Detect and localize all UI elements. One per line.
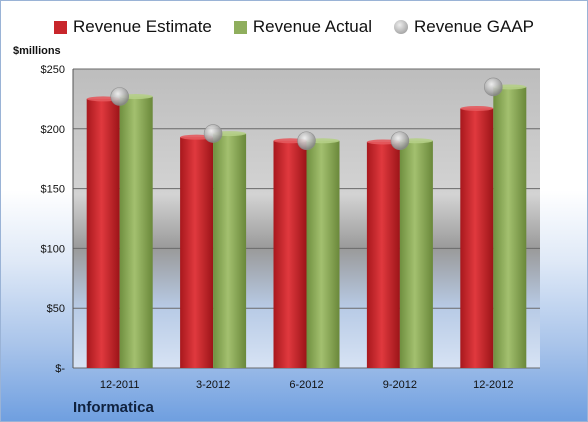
y-tick-label: $50 (47, 303, 65, 315)
y-tick-label: $200 (41, 124, 65, 136)
marker-revenue-gaap (297, 131, 316, 151)
legend-item-estimate: Revenue Estimate (53, 17, 212, 37)
legend-swatch-estimate (53, 20, 67, 34)
x-tick-label: 6-2012 (289, 379, 323, 391)
y-tick-label: $250 (41, 64, 65, 76)
bar-revenue-estimate-top (460, 105, 494, 111)
y-tick-label: $100 (41, 243, 65, 255)
legend-label-estimate: Revenue Estimate (72, 17, 212, 36)
x-tick-label: 12-2011 (100, 379, 140, 391)
bar-revenue-actual (213, 133, 247, 368)
legend-swatch-actual (233, 20, 247, 34)
marker-revenue-gaap (110, 87, 129, 106)
bar-revenue-estimate (273, 140, 307, 368)
y-tick-label: $- (55, 363, 65, 375)
bar-revenue-estimate (86, 98, 120, 369)
bar-revenue-actual (493, 86, 527, 368)
marker-revenue-gaap (483, 77, 503, 97)
legend-item-actual: Revenue Actual (233, 17, 372, 37)
marker-revenue-gaap (203, 124, 223, 143)
bar-revenue-estimate (460, 108, 494, 368)
bar-revenue-actual (399, 140, 433, 368)
bar-revenue-estimate (180, 137, 214, 368)
legend-label-gaap: Revenue GAAP (413, 17, 534, 36)
y-axis-unit-label: $millions (13, 45, 61, 57)
x-tick-label: 9-2012 (383, 379, 417, 391)
legend-item-gaap: Revenue GAAP (393, 17, 534, 37)
x-tick-label: 3-2012 (196, 379, 230, 391)
legend-swatch-gaap (393, 20, 408, 34)
company-name: Informatica (73, 399, 154, 416)
legend: Revenue Estimate Revenue Actual Revenue … (1, 17, 587, 37)
bar-revenue-estimate (366, 141, 400, 368)
y-tick-label: $150 (41, 184, 65, 196)
bar-revenue-actual (306, 140, 340, 368)
legend-label-actual: Revenue Actual (252, 17, 372, 36)
bar-revenue-actual (119, 96, 153, 369)
x-tick-label: 12-2012 (473, 379, 513, 391)
marker-revenue-gaap (390, 131, 410, 151)
